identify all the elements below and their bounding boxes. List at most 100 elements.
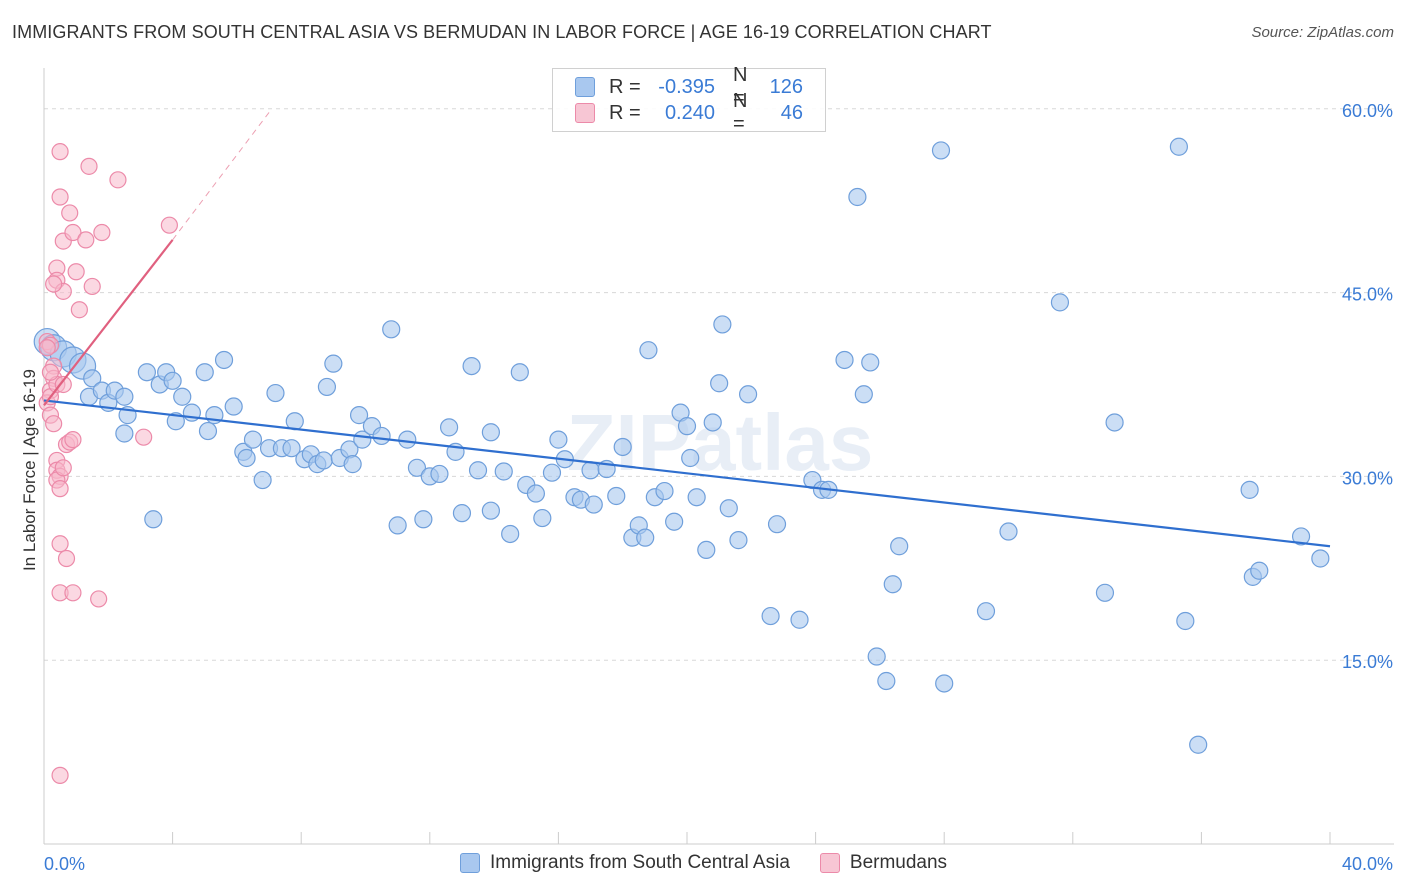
data-point-blue — [407, 458, 427, 477]
data-point-blue — [195, 363, 214, 382]
data-point-blue — [729, 531, 748, 550]
data-point-blue — [549, 430, 568, 449]
data-point-pink — [64, 584, 82, 602]
r-label: R = — [609, 75, 641, 98]
legend-label: Bermudans — [849, 852, 948, 873]
pink-swatch — [819, 853, 840, 873]
x-tick-label: 40.0% — [1342, 854, 1393, 874]
data-point-blue — [372, 426, 391, 446]
y-axis-label: In Labor Force | Age 16-19 — [20, 369, 39, 571]
data-point-pink — [45, 415, 63, 433]
chart-title: IMMIGRANTS FROM SOUTH CENTRAL ASIA VS BE… — [12, 22, 992, 42]
data-point-pink — [67, 263, 85, 281]
data-point-blue — [877, 671, 896, 691]
data-point-blue — [253, 470, 272, 490]
data-point-blue — [1095, 583, 1115, 602]
data-point-blue — [867, 647, 886, 666]
data-point-blue — [510, 363, 529, 382]
r-label: R = — [609, 101, 641, 124]
data-point-blue — [1240, 480, 1259, 499]
n-label: N = — [733, 64, 748, 109]
data-point-blue — [243, 430, 263, 449]
data-point-blue — [1250, 561, 1269, 580]
data-point-blue — [382, 320, 401, 339]
data-point-blue — [115, 387, 134, 406]
legend-item-blue[interactable]: Immigrants from South Central Asia — [460, 852, 790, 874]
data-point-blue — [677, 417, 697, 436]
legend-label: Immigrants from South Central Asia — [490, 852, 790, 873]
data-point-pink — [64, 431, 82, 449]
data-point-blue — [282, 439, 301, 458]
data-point-blue — [430, 464, 449, 484]
tick-labels: 15.0% 30.0% 45.0% 60.0% 0.0% 40.0% — [44, 101, 1393, 874]
data-point-pink — [160, 216, 178, 234]
trend-line-blue — [43, 399, 1331, 548]
data-point-pink — [45, 275, 63, 293]
series-pink-points — [38, 143, 178, 784]
data-point-pink — [41, 363, 60, 381]
data-point-blue — [533, 508, 552, 528]
data-point-pink — [51, 188, 69, 206]
data-point-pink — [51, 535, 69, 553]
data-point-blue — [710, 374, 729, 393]
data-point-pink — [64, 223, 82, 242]
stats-legend: R = -0.395 N = 126 R = 0.240 N = 46 — [552, 64, 826, 135]
n-value: 126 — [769, 75, 803, 98]
data-point-blue — [713, 315, 732, 334]
x-tick-label: 0.0% — [44, 854, 85, 874]
data-point-blue — [83, 369, 102, 388]
r-value: 0.240 — [664, 101, 715, 124]
data-point-blue — [388, 516, 407, 535]
data-point-blue — [343, 455, 362, 474]
data-point-blue — [266, 383, 285, 403]
data-point-blue — [501, 524, 520, 544]
bottom-legend: Immigrants from South Central Asia Bermu… — [460, 852, 977, 874]
legend-row-pink: R = 0.240 N = 46 — [575, 90, 803, 135]
data-point-pink — [57, 549, 76, 568]
data-point-blue — [526, 484, 545, 503]
data-point-blue — [697, 540, 716, 560]
data-point-blue — [835, 350, 854, 370]
data-point-blue — [1105, 413, 1124, 432]
data-point-blue — [861, 353, 880, 372]
series-blue-points — [33, 137, 1330, 754]
data-point-pink — [38, 339, 56, 357]
data-point-blue — [1291, 527, 1311, 546]
data-point-blue — [237, 448, 256, 468]
data-point-blue — [738, 385, 758, 404]
data-point-blue — [1311, 549, 1330, 568]
data-point-blue — [890, 537, 909, 556]
data-point-pink — [51, 766, 69, 784]
data-point-blue — [1169, 137, 1188, 156]
data-point-blue — [163, 371, 182, 390]
pink-swatch — [575, 103, 595, 123]
axes — [43, 68, 1394, 845]
data-point-blue — [317, 377, 337, 397]
data-point-blue — [314, 451, 333, 470]
legend-item-pink[interactable]: Bermudans — [819, 852, 948, 874]
y-tick-label: 45.0% — [1342, 285, 1393, 305]
y-tick-label: 15.0% — [1342, 652, 1393, 672]
data-point-blue — [198, 421, 218, 441]
data-point-blue — [719, 499, 738, 518]
trend-lines — [43, 112, 1331, 548]
data-point-blue — [481, 501, 500, 520]
data-point-blue — [655, 481, 674, 501]
data-point-blue — [137, 363, 156, 382]
data-point-blue — [462, 356, 481, 376]
data-point-blue — [581, 461, 600, 480]
n-label: N = — [733, 90, 748, 135]
data-point-blue — [166, 412, 185, 431]
data-point-blue — [115, 424, 134, 443]
data-point-blue — [931, 141, 951, 160]
data-point-pink — [83, 277, 101, 296]
data-point-blue — [144, 510, 163, 529]
data-point-blue — [214, 350, 234, 370]
data-point-blue — [681, 448, 700, 468]
data-point-pink — [135, 428, 153, 446]
r-value: -0.395 — [658, 75, 715, 98]
data-point-blue — [452, 504, 472, 523]
data-point-blue — [1189, 735, 1208, 754]
data-point-pink — [93, 223, 111, 242]
data-point-pink — [109, 171, 127, 189]
